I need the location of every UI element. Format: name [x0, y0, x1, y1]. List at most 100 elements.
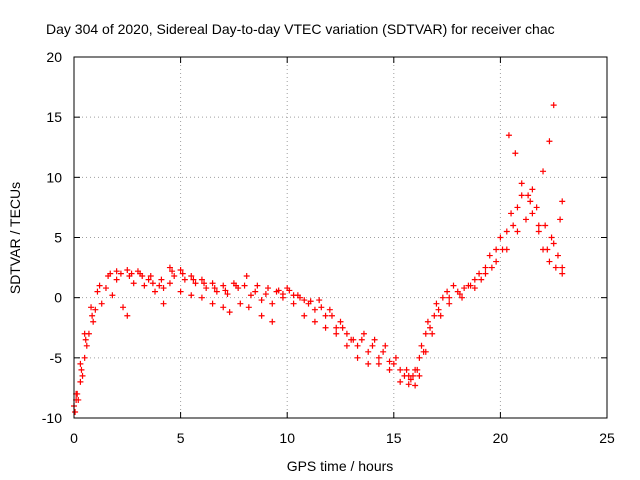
- data-point: [337, 318, 344, 325]
- data-point: [109, 292, 116, 299]
- data-point: [117, 270, 124, 277]
- x-tick-label: 20: [493, 430, 509, 446]
- series-track-d: [74, 192, 566, 397]
- data-point: [514, 228, 521, 235]
- data-point: [209, 280, 216, 287]
- data-point: [433, 300, 440, 307]
- data-point: [307, 298, 314, 305]
- data-point: [252, 288, 259, 295]
- data-point: [482, 270, 489, 277]
- data-point: [92, 306, 99, 313]
- data-point: [88, 304, 95, 311]
- data-point: [322, 312, 329, 319]
- data-point: [130, 280, 137, 287]
- data-point: [418, 342, 425, 349]
- data-point: [74, 390, 81, 397]
- data-point: [124, 266, 131, 273]
- data-point: [220, 282, 227, 289]
- data-point: [427, 324, 434, 331]
- data-point: [365, 360, 372, 367]
- data-point: [198, 294, 205, 301]
- data-point: [482, 264, 489, 271]
- data-point: [424, 318, 431, 325]
- series-track-c: [73, 132, 566, 403]
- series-track-a: [71, 102, 557, 409]
- data-point: [113, 276, 120, 283]
- data-point: [98, 300, 105, 307]
- data-point: [397, 366, 404, 373]
- data-point: [149, 280, 156, 287]
- data-point: [510, 222, 517, 229]
- data-points: [71, 102, 566, 415]
- data-point: [559, 270, 566, 277]
- data-point: [405, 381, 412, 388]
- x-axis-label: GPS time / hours: [287, 458, 394, 474]
- data-point: [77, 360, 84, 367]
- x-tick-label: 0: [70, 430, 78, 446]
- data-point: [518, 192, 525, 199]
- data-point: [85, 330, 92, 337]
- data-point: [318, 304, 325, 311]
- data-point: [512, 150, 519, 157]
- data-point: [137, 270, 144, 277]
- data-point: [444, 288, 451, 295]
- data-point: [269, 318, 276, 325]
- data-point: [83, 342, 90, 349]
- data-point: [461, 285, 468, 292]
- data-point: [160, 300, 167, 307]
- data-point: [550, 102, 557, 109]
- data-point: [397, 378, 404, 385]
- data-point: [390, 360, 397, 367]
- data-point: [437, 312, 444, 319]
- data-point: [407, 376, 414, 383]
- data-point: [78, 366, 85, 373]
- data-point: [446, 294, 453, 301]
- data-point: [213, 288, 220, 295]
- data-point: [386, 366, 393, 373]
- data-point: [258, 297, 265, 304]
- data-point: [301, 312, 308, 319]
- data-point: [486, 252, 493, 259]
- data-point: [446, 300, 453, 307]
- data-point: [409, 372, 416, 379]
- x-tick-label: 15: [386, 430, 402, 446]
- data-point: [233, 282, 240, 289]
- y-tick-label: -10: [42, 410, 62, 426]
- data-point: [94, 288, 101, 295]
- data-point: [124, 312, 131, 319]
- y-axis-label: SDTVAR / TECUs: [7, 182, 23, 294]
- data-point: [209, 300, 216, 307]
- data-point: [188, 273, 195, 280]
- data-point: [152, 288, 159, 295]
- data-point: [343, 342, 350, 349]
- data-point: [546, 258, 553, 265]
- data-point: [386, 358, 393, 365]
- data-point: [328, 312, 335, 319]
- data-point: [286, 287, 293, 294]
- data-point: [525, 192, 532, 199]
- data-point: [467, 282, 474, 289]
- data-point: [529, 210, 536, 217]
- data-point: [237, 300, 244, 307]
- data-point: [548, 234, 555, 241]
- data-point: [552, 264, 559, 271]
- data-point: [179, 270, 186, 277]
- data-point: [243, 273, 250, 280]
- data-point: [102, 285, 109, 292]
- y-tick-label: -5: [50, 350, 63, 366]
- data-point: [471, 276, 478, 283]
- data-point: [456, 291, 463, 298]
- data-point: [188, 292, 195, 299]
- data-point: [181, 276, 188, 283]
- data-point: [471, 285, 478, 292]
- data-point: [145, 276, 152, 283]
- chart-title: Day 304 of 2020, Sidereal Day-to-day VTE…: [46, 21, 555, 37]
- data-point: [279, 294, 286, 301]
- data-point: [301, 297, 308, 304]
- data-point: [141, 282, 148, 289]
- data-point: [518, 180, 525, 187]
- data-point: [120, 304, 127, 311]
- data-point: [222, 287, 229, 294]
- data-point: [529, 186, 536, 193]
- data-point: [493, 258, 500, 265]
